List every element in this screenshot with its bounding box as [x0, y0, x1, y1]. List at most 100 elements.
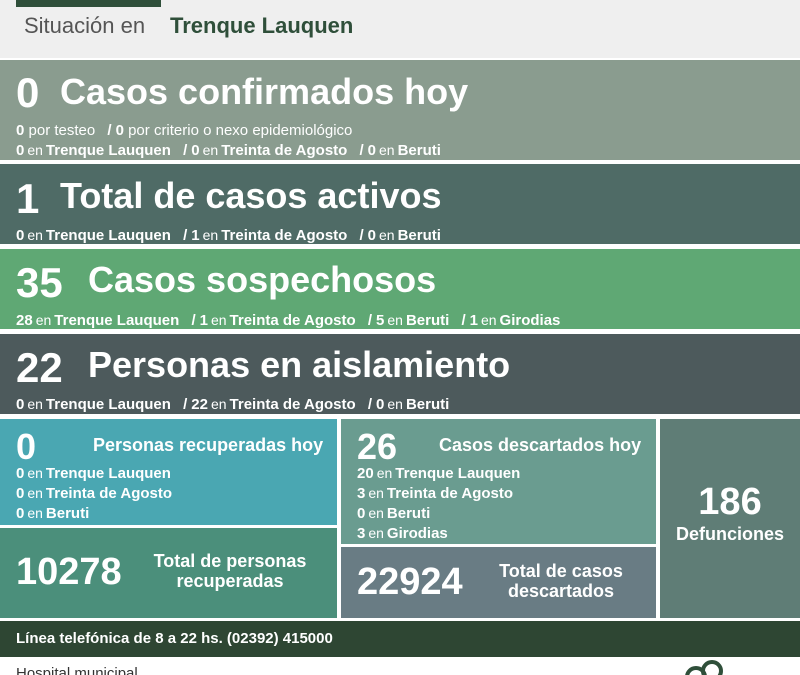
sospechosos-title: Casos sospechosos: [88, 259, 437, 300]
defunciones-label: Defunciones: [675, 524, 785, 544]
aislamiento-breakdown-places: 0 en Trenque Lauquen /22 en Treinta de Agost…: [16, 396, 449, 413]
confirmados-title: Casos confirmados hoy: [60, 71, 469, 112]
place-count: 22: [191, 396, 208, 413]
place-name: Treinta de Agosto: [229, 312, 356, 329]
en-label: en: [27, 505, 43, 521]
place-name: Beruti: [405, 396, 450, 413]
place-count: 1: [191, 227, 200, 244]
en-label: en: [27, 396, 43, 412]
separator: /: [183, 396, 188, 413]
place-name: Girodias: [499, 312, 561, 329]
place-name: Girodias: [386, 525, 448, 542]
confirmados-testeo-text: por testeo: [28, 122, 96, 139]
activos-breakdown-places: 0 en Trenque Lauquen /1 en Treinta de Agosto…: [16, 227, 441, 244]
separator: /: [191, 312, 196, 329]
place-count: 0: [367, 227, 377, 244]
en-label: en: [35, 312, 52, 328]
recuperadas-total-title: Total de personas recuperadas: [150, 551, 310, 592]
place-name: Trenque Lauquen: [395, 465, 521, 482]
en-label: en: [480, 312, 497, 328]
confirmados-breakdown-criteria: 0 por testeo /0 por criterio o nexo epid…: [16, 122, 352, 139]
place-name: Trenque Lauquen: [45, 227, 171, 244]
aislamiento-count: 22: [16, 344, 63, 391]
en-label: en: [27, 485, 43, 501]
confirmados-panel: 0 Casos confirmados hoy 0 por testeo /0 …: [0, 60, 800, 160]
en-label: en: [379, 142, 395, 158]
activos-panel: 1 Total de casos activos 0 en Trenque Lauq…: [0, 164, 800, 244]
en-label: en: [387, 312, 403, 328]
place-count: 0: [376, 396, 385, 413]
en-label: en: [27, 227, 43, 243]
footer-text: Hospital municipal: [16, 665, 138, 675]
place-name: Trenque Lauquen: [54, 312, 180, 329]
descartados-hoy-row: 3 en Girodias: [357, 525, 448, 542]
place-count: 3: [357, 485, 366, 502]
descartados-hoy-count: 26: [357, 426, 398, 467]
place-count: 0: [16, 465, 25, 482]
place-name: Beruti: [45, 505, 90, 522]
en-label: en: [368, 485, 384, 501]
recuperadas-total-card: 10278 Total de personas recuperadas: [0, 528, 337, 618]
aislamiento-title: Personas en aislamiento: [88, 344, 511, 385]
descartados-hoy-title: Casos descartados hoy: [439, 435, 642, 455]
place-name: Treinta de Agosto: [45, 485, 173, 502]
en-label: en: [27, 465, 43, 481]
header-lead: Situación en: [24, 13, 146, 38]
descartados-hoy-row: 3 en Treinta de Agosto: [357, 485, 513, 502]
municipal-logo-icon: [685, 660, 723, 675]
separator: /: [461, 312, 466, 329]
activos-count: 1: [16, 175, 40, 222]
separator: /: [367, 312, 373, 329]
place-name: Treinta de Agosto: [221, 227, 348, 244]
en-label: en: [368, 525, 384, 541]
en-label: en: [376, 465, 393, 481]
place-name: Treinta de Agosto: [229, 396, 356, 413]
place-count: 0: [16, 227, 25, 244]
en-label: en: [368, 505, 384, 521]
place-count: 0: [16, 142, 25, 159]
place-name: Trenque Lauquen: [45, 465, 171, 482]
sospechosos-panel: 35 Casos sospechosos 28 en Trenque Lauquen…: [0, 249, 800, 329]
en-label: en: [27, 142, 43, 158]
recuperadas-total-count: 10278: [16, 551, 122, 593]
confirmados-criterio-num: 0: [115, 122, 124, 139]
recuperadas-hoy-row: 0 en Treinta de Agosto: [16, 485, 172, 502]
descartados-hoy-row: 20 en Trenque Lauquen: [357, 465, 520, 482]
descartados-total-count: 22924: [357, 561, 463, 603]
separator: /: [107, 122, 112, 139]
descartados-total-title-line2: descartados: [507, 580, 615, 601]
recuperadas-hoy-row: 0 en Trenque Lauquen: [16, 465, 171, 482]
place-count: 0: [16, 396, 25, 413]
sospechosos-count: 35: [16, 259, 63, 306]
descartados-hoy-row: 0 en Beruti: [357, 505, 430, 522]
header-city: Trenque Lauquen: [170, 13, 354, 38]
place-name: Trenque Lauquen: [45, 396, 171, 413]
descartados-total-title-line1: Total de casos: [499, 561, 623, 581]
defunciones-card: 186 Defunciones: [660, 419, 800, 618]
place-count: 0: [191, 142, 200, 159]
confirmados-count: 0: [16, 69, 40, 116]
place-count: 3: [357, 525, 366, 542]
aislamiento-panel: 22 Personas en aislamiento 0 en Trenque La…: [0, 334, 800, 414]
confirmados-breakdown-places: 0 en Trenque Lauquen /0 en Treinta de Agosto…: [16, 142, 441, 159]
place-name: Beruti: [405, 312, 450, 329]
place-name: Beruti: [386, 505, 431, 522]
en-label: en: [202, 142, 219, 158]
recuperadas-hoy-title: Personas recuperadas hoy: [93, 435, 324, 455]
place-name: Treinta de Agosto: [386, 485, 514, 502]
place-count: 0: [16, 505, 25, 522]
separator: /: [359, 227, 364, 244]
recuperadas-total-title-line1: Total de personas: [153, 551, 307, 571]
place-count: 0: [16, 485, 25, 502]
confirmados-testeo-num: 0: [16, 122, 25, 139]
place-count: 1: [199, 312, 208, 329]
place-count: 5: [376, 312, 385, 329]
place-count: 20: [357, 465, 374, 482]
header-bar: Situación en Trenque Lauquen: [0, 0, 800, 58]
descartados-hoy-card: 26 Casos descartados hoy 20 en Trenque Lau…: [341, 419, 656, 544]
place-name: Beruti: [397, 142, 441, 159]
place-count: 0: [357, 505, 366, 522]
confirmados-criterio-text: por criterio o nexo epidemiológico: [128, 122, 353, 139]
descartados-total-title: Total de casos descartados: [491, 561, 631, 602]
defunciones-count: 186: [698, 481, 762, 523]
